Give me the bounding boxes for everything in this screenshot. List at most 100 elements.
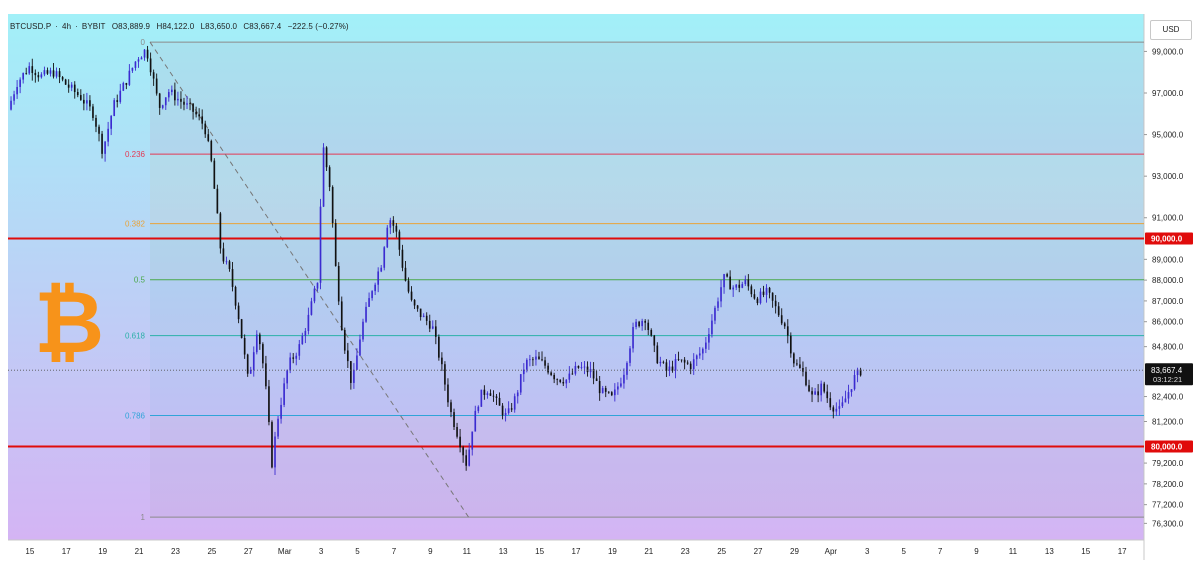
candle-body [149, 58, 152, 73]
candle-body [550, 372, 552, 375]
y-tick-label: 88,000.0 [1152, 276, 1184, 285]
candle-body [177, 98, 179, 101]
x-tick-label: 17 [1118, 547, 1127, 556]
candle-body [620, 383, 622, 387]
candle-body [383, 247, 386, 268]
candle-body [786, 326, 789, 336]
candle-body [55, 71, 58, 77]
candle-body [37, 75, 40, 78]
candle-body [844, 398, 847, 403]
candle-body [316, 282, 319, 289]
candle-body [650, 330, 653, 336]
candle-body [262, 344, 264, 364]
candle-body [413, 299, 416, 306]
candle-body [711, 320, 713, 335]
candle-body [698, 353, 701, 356]
candle-body [401, 249, 404, 268]
x-tick-label: 11 [1009, 547, 1018, 556]
x-tick-label: 17 [62, 547, 71, 556]
candle-body [471, 431, 474, 450]
candle-body [811, 391, 813, 395]
currency-button[interactable]: USD [1150, 20, 1192, 40]
candle-body [562, 382, 565, 384]
candle-body [19, 79, 21, 87]
candle-body [189, 103, 191, 105]
candle-body [192, 103, 194, 112]
candle-body [237, 305, 240, 320]
candle-body [762, 291, 765, 295]
candle-body [67, 84, 70, 88]
candle-body [140, 57, 143, 60]
candle-body [255, 334, 258, 353]
candle-body [610, 392, 613, 396]
candle-body [771, 292, 774, 301]
candle-body [407, 280, 410, 292]
y-tick-label: 78,200.0 [1152, 480, 1184, 489]
candle-body [395, 225, 398, 232]
candle-body [76, 92, 79, 96]
candle-body [234, 286, 237, 306]
candle-body [292, 357, 295, 359]
candle-body [249, 369, 252, 374]
x-tick-label: 15 [25, 547, 34, 556]
candle-body [701, 348, 704, 354]
candle-body [729, 276, 731, 290]
candle-body [337, 265, 340, 302]
candle-body [280, 404, 282, 419]
candle-body [216, 188, 219, 214]
candle-body [659, 361, 662, 364]
candle-body [16, 86, 18, 95]
x-tick-label: 13 [499, 547, 508, 556]
candle-body [356, 355, 358, 370]
y-tick-label: 99,000.0 [1152, 47, 1184, 56]
candle-body [510, 408, 513, 410]
candle-body [201, 116, 204, 124]
x-tick-label: 21 [644, 547, 653, 556]
candle-body [732, 287, 735, 290]
candle-body [498, 397, 501, 406]
y-tick-label: 76,300.0 [1152, 519, 1184, 528]
fib-zone [150, 223, 1144, 280]
candle-body [431, 326, 434, 329]
key-level-label: 80,000.0 [1151, 442, 1183, 451]
candle-body [577, 365, 580, 368]
candle-body [838, 406, 841, 409]
candle-body [231, 269, 234, 287]
candle-body [741, 284, 744, 288]
candle-body [644, 320, 647, 323]
candle-body [586, 366, 589, 373]
candle-body [456, 426, 458, 437]
candle-body [483, 389, 486, 395]
candle-body [155, 78, 158, 94]
candle-body [668, 366, 671, 371]
candle-body [313, 288, 316, 302]
ticker-change: −222.5 (−0.27%) [287, 22, 349, 31]
x-tick-label: 23 [171, 547, 180, 556]
y-tick-label: 97,000.0 [1152, 89, 1184, 98]
candle-body [46, 70, 49, 74]
candle-body [34, 72, 37, 76]
bar-countdown-label: 03:12:21 [1153, 375, 1182, 384]
candle-body [692, 359, 695, 370]
y-tick-label: 87,000.0 [1152, 297, 1184, 306]
candle-body [765, 287, 768, 295]
candle-body [638, 321, 640, 327]
candle-body [301, 335, 304, 345]
candle-body [371, 291, 373, 299]
candle-body [331, 186, 334, 224]
candle-body [635, 321, 637, 327]
candle-body [219, 213, 222, 249]
candle-body [362, 321, 364, 340]
candle-body [789, 335, 792, 354]
candle-body [674, 359, 677, 371]
candle-body [213, 160, 216, 189]
candle-body [83, 99, 85, 104]
candle-body [522, 369, 525, 375]
x-tick-label: 15 [535, 547, 544, 556]
candle-body [325, 147, 328, 168]
x-tick-label: 17 [572, 547, 581, 556]
candle-body [662, 361, 665, 363]
x-tick-label: 9 [974, 547, 979, 556]
candle-body [343, 329, 346, 351]
